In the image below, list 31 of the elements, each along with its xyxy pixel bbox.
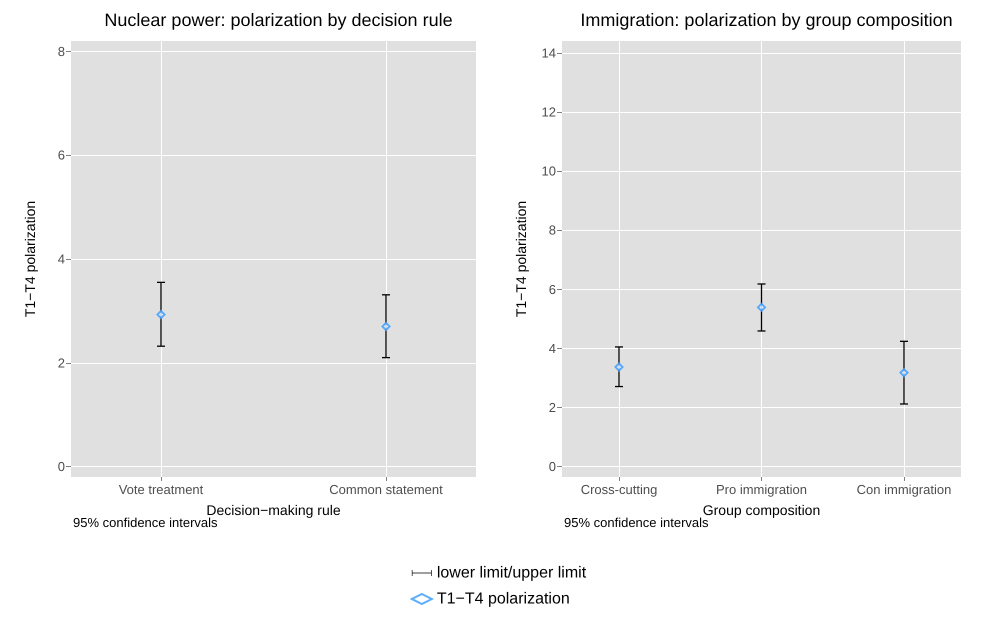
point [900,368,908,378]
y-tick-label: 0 [58,459,65,474]
y-tick-label: 2 [548,400,556,416]
y-tick-label: 4 [58,252,65,266]
point [614,362,624,372]
chart-title: Immigration: polarization by group composition [580,10,953,30]
y-tick-label: 4 [548,340,556,356]
x-tick-label: Cross-cutting [580,482,658,497]
x-tick-label: Con immigration [856,482,952,497]
x-axis-title: Group composition [702,502,820,518]
chart-title: Nuclear power: polarization by decision rule [104,10,453,30]
y-tick-label: 14 [542,45,556,60]
y-tick-label: 6 [58,148,65,163]
x-tick-label: Vote treatment [118,482,204,497]
y-tick-label: 8 [548,222,556,238]
y-tick-label: 0 [548,459,556,474]
y-axis-title: T1−T4 polarization [22,200,38,318]
y-tick-label: 10 [542,164,556,179]
text: lower limit/upper limit [436,564,587,582]
x-tick-label: Pro immigration [716,482,808,497]
point [757,302,766,312]
text: 95% confidence intervals [73,515,218,530]
y-tick-label: 8 [58,44,65,59]
text: 95% confidence intervals [564,515,710,530]
y-tick-label: 6 [548,282,556,297]
x-axis-title: Decision−making rule [206,502,341,518]
y-tick-label: 12 [542,104,556,120]
x-tick-label: Common statement [329,482,444,497]
legend-label: T1−T4 polarization [436,590,570,608]
y-tick-label: 2 [58,355,65,370]
y-axis-title: T1−T4 polarization [513,200,529,318]
